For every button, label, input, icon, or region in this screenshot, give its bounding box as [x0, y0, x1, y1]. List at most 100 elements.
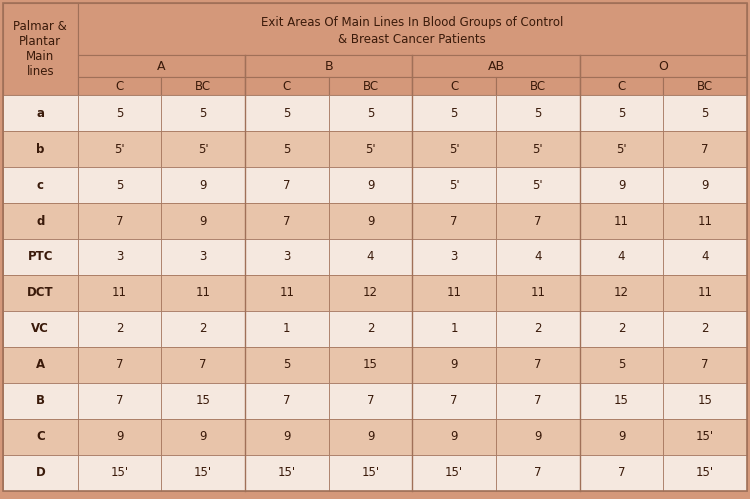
Text: 5': 5' [532, 179, 543, 192]
Text: Exit Areas Of Main Lines In Blood Groups of Control: Exit Areas Of Main Lines In Blood Groups… [261, 16, 563, 29]
Text: 5: 5 [701, 106, 709, 119]
Bar [78, 3, 747, 55]
Bar [161, 77, 245, 95]
Text: 7: 7 [701, 143, 709, 156]
Bar [161, 383, 245, 419]
Text: 15: 15 [196, 395, 211, 408]
Text: C: C [36, 431, 45, 444]
Text: 7: 7 [116, 395, 123, 408]
Text: O: O [658, 59, 668, 72]
Text: 7: 7 [283, 215, 290, 228]
Text: BC: BC [362, 79, 379, 92]
Bar [413, 203, 496, 239]
Bar [78, 203, 161, 239]
Bar [245, 239, 328, 275]
Bar [78, 419, 161, 455]
Text: C: C [450, 79, 458, 92]
Bar [328, 347, 412, 383]
Text: 7: 7 [116, 215, 123, 228]
Text: 9: 9 [451, 431, 458, 444]
Bar [161, 347, 245, 383]
Text: 4: 4 [701, 250, 709, 263]
Text: 7: 7 [534, 215, 542, 228]
Bar [663, 131, 747, 167]
Bar [496, 311, 580, 347]
Bar [3, 419, 78, 455]
Text: 5': 5' [198, 143, 208, 156]
Text: 15': 15' [278, 467, 296, 480]
Bar [496, 203, 580, 239]
Bar [413, 77, 496, 95]
Text: 7: 7 [283, 395, 290, 408]
Text: 7: 7 [618, 467, 626, 480]
Text: 3: 3 [451, 250, 458, 263]
Bar [413, 347, 496, 383]
Bar [78, 239, 161, 275]
Text: B: B [324, 59, 333, 72]
Bar [580, 419, 663, 455]
Bar [580, 95, 663, 131]
Text: BC: BC [195, 79, 211, 92]
Bar [496, 95, 580, 131]
Bar [3, 455, 78, 491]
Text: 11: 11 [447, 286, 462, 299]
Bar [161, 311, 245, 347]
Bar [78, 55, 245, 77]
Bar [496, 131, 580, 167]
Bar [161, 239, 245, 275]
Text: a: a [36, 106, 44, 119]
Text: & Breast Cancer Patients: & Breast Cancer Patients [338, 33, 486, 46]
Bar [78, 167, 161, 203]
Text: 12: 12 [363, 286, 378, 299]
Bar [328, 455, 412, 491]
Text: b: b [36, 143, 44, 156]
Text: VC: VC [32, 322, 50, 335]
Text: 5': 5' [532, 143, 543, 156]
Bar [580, 77, 663, 95]
Bar [496, 239, 580, 275]
Text: B: B [36, 395, 45, 408]
Bar [161, 419, 245, 455]
Bar [663, 347, 747, 383]
Text: 4: 4 [618, 250, 626, 263]
Text: 2: 2 [534, 322, 542, 335]
Text: 15: 15 [614, 395, 629, 408]
Text: 7: 7 [701, 358, 709, 371]
Text: 9: 9 [200, 431, 207, 444]
Text: 9: 9 [200, 215, 207, 228]
Bar [663, 95, 747, 131]
Text: 5: 5 [451, 106, 458, 119]
Bar [663, 275, 747, 311]
Bar [663, 77, 747, 95]
Text: 7: 7 [116, 358, 123, 371]
Text: 11: 11 [530, 286, 545, 299]
Text: PTC: PTC [28, 250, 53, 263]
Bar [245, 95, 328, 131]
Bar [245, 311, 328, 347]
Text: 9: 9 [116, 431, 123, 444]
Bar [663, 239, 747, 275]
Bar [3, 167, 78, 203]
Bar [78, 77, 161, 95]
Text: 2: 2 [701, 322, 709, 335]
Text: 15: 15 [698, 395, 712, 408]
Text: BC: BC [697, 79, 713, 92]
Text: 5': 5' [448, 179, 460, 192]
Text: 5': 5' [448, 143, 460, 156]
Text: C: C [617, 79, 626, 92]
Bar [328, 311, 412, 347]
Text: A: A [157, 59, 166, 72]
Text: 3: 3 [116, 250, 123, 263]
Bar [328, 203, 412, 239]
Bar [413, 131, 496, 167]
Bar [3, 3, 78, 95]
Text: c: c [37, 179, 44, 192]
Text: 15: 15 [363, 358, 378, 371]
Text: 4: 4 [367, 250, 374, 263]
Bar [580, 167, 663, 203]
Bar [3, 311, 78, 347]
Text: 11: 11 [698, 215, 712, 228]
Bar [413, 419, 496, 455]
Text: 5: 5 [200, 106, 207, 119]
Text: A: A [36, 358, 45, 371]
